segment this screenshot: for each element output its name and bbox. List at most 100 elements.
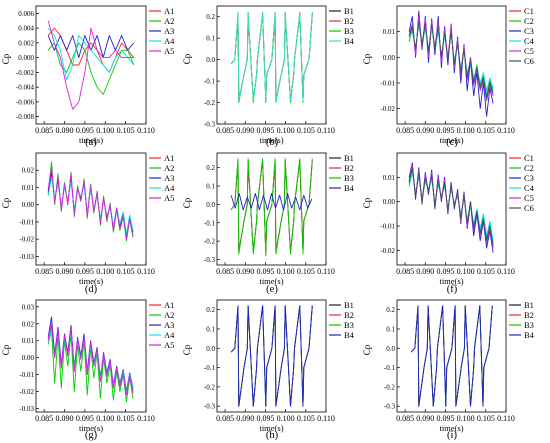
legend-label: B1	[344, 300, 354, 310]
y-tick-label: -0.3	[204, 256, 216, 264]
x-axis-title: time(s)	[439, 423, 463, 433]
legend-label: A4	[164, 330, 175, 340]
y-tick-label: -0.1	[204, 78, 216, 86]
legend-label: B2	[344, 16, 354, 26]
x-tick-label: 0.105	[297, 414, 315, 423]
x-tick-label: 0.095	[76, 126, 94, 135]
y-tick-label: 0.002	[18, 39, 34, 47]
x-axis-title: time(s)	[439, 135, 463, 145]
chart-panel: 0.085 0.090 0.095 0.100 0.105 0.110 -0.3 -0.2 -0…	[182, 299, 355, 441]
y-axis-title: Cp	[182, 344, 192, 355]
series-line	[230, 14, 313, 101]
y-tick-label: 0.0	[386, 345, 395, 353]
panel-caption: (i)	[447, 430, 457, 441]
y-axis-title: Cp	[362, 53, 372, 64]
chart-panel: 0.085 0.090 0.095 0.100 0.105 0.110 -0.02 -0.01…	[362, 5, 535, 148]
x-tick-label: 0.105	[297, 126, 315, 135]
axes-frame	[396, 152, 507, 266]
x-tick-label: 0.085	[35, 126, 53, 135]
chart-panel: 0.085 0.090 0.095 0.100 0.105 0.110 -0.03 -0.02…	[1, 299, 175, 441]
x-tick-label: 0.110	[137, 126, 155, 135]
legend-label: C2	[524, 163, 534, 173]
y-axis-title: Cp	[182, 197, 192, 208]
y-tick-label: 0.000	[18, 54, 34, 62]
legend-label: B1	[344, 6, 354, 16]
x-tick-label: 0.100	[457, 414, 475, 423]
legend-label: A5	[164, 46, 174, 56]
legend-label: A4	[164, 183, 175, 193]
legend-label: C5	[524, 46, 534, 56]
x-tick-label: 0.090	[416, 414, 434, 423]
x-tick-label: 0.085	[396, 414, 414, 423]
legend-label: B3	[344, 173, 354, 183]
y-tick-label: 0.2	[386, 306, 395, 314]
series-line	[408, 20, 494, 99]
y-tick-label: -0.002	[16, 69, 35, 77]
chart-panel: 0.085 0.090 0.095 0.100 0.105 0.110 -0.03 -0.02…	[1, 152, 175, 295]
legend-label: B4	[344, 183, 355, 193]
panel-caption: (f)	[447, 284, 458, 295]
panel-caption: (d)	[85, 284, 98, 295]
y-tick-label: 0.00	[22, 201, 35, 209]
y-tick-label: 0.2	[206, 164, 215, 172]
x-tick-label: 0.110	[317, 267, 335, 276]
legend-label: A5	[164, 340, 174, 350]
x-tick-label: 0.095	[436, 126, 454, 135]
x-tick-label: 0.085	[396, 267, 414, 276]
y-tick-label: -0.006	[16, 98, 35, 106]
y-tick-label: -0.2	[384, 383, 396, 391]
legend-label: B4	[344, 330, 355, 340]
y-tick-label: -0.01	[19, 371, 34, 379]
axes-frame	[396, 5, 507, 125]
x-tick-label: 0.100	[96, 126, 114, 135]
legend-label: A1	[164, 6, 174, 16]
axes-frame	[216, 5, 327, 125]
x-axis-title: time(s)	[79, 135, 103, 145]
x-tick-label: 0.110	[137, 267, 155, 276]
series-line	[47, 323, 134, 396]
x-tick-label: 0.105	[477, 126, 495, 135]
x-tick-label: 0.090	[236, 267, 254, 276]
x-tick-label: 0.105	[117, 267, 135, 276]
y-tick-label: 0.1	[206, 35, 215, 43]
legend-label: C1	[524, 6, 534, 16]
panel-caption: (h)	[266, 430, 279, 441]
x-tick-label: 0.085	[35, 414, 53, 423]
x-tick-label: 0.105	[117, 414, 135, 423]
x-tick-label: 0.100	[96, 414, 114, 423]
legend-label: B1	[344, 153, 354, 163]
legend-label: B3	[524, 320, 534, 330]
y-tick-label: 0.1	[206, 325, 215, 333]
legend-label: C6	[524, 56, 534, 66]
x-tick-label: 0.095	[256, 267, 274, 276]
y-axis-title: Cp	[362, 344, 372, 355]
y-tick-label: -0.004	[16, 84, 35, 92]
x-axis-title: time(s)	[439, 276, 463, 286]
y-tick-label: -0.01	[380, 79, 395, 87]
x-tick-label: 0.090	[416, 126, 434, 135]
x-tick-label: 0.090	[56, 126, 74, 135]
panel-caption: (e)	[266, 284, 278, 295]
series-line	[410, 305, 493, 407]
y-tick-label: -0.1	[204, 219, 216, 227]
chart-panel: 0.085 0.090 0.095 0.100 0.105 0.110 -0.3 -0.2 -0…	[182, 5, 355, 148]
y-tick-label: 0.00	[22, 354, 35, 362]
legend-label: A1	[164, 300, 174, 310]
series-line	[230, 305, 313, 407]
y-tick-label: -0.03	[19, 405, 34, 413]
x-tick-label: 0.105	[297, 267, 315, 276]
series-line	[47, 27, 135, 81]
y-tick-label: -0.1	[384, 364, 396, 372]
x-axis-title: time(s)	[79, 276, 103, 286]
legend-label: B2	[344, 310, 354, 320]
legend-label: A5	[164, 193, 174, 203]
x-tick-label: 0.090	[56, 414, 74, 423]
chart-panel: 0.085 0.090 0.095 0.100 0.105 0.110 -0.02 -0.01…	[362, 152, 535, 295]
x-tick-label: 0.110	[137, 414, 155, 423]
legend-label: B3	[344, 320, 354, 330]
x-tick-label: 0.085	[396, 126, 414, 135]
x-tick-label: 0.100	[277, 267, 295, 276]
y-tick-label: 0.2	[206, 306, 215, 314]
y-tick-label: -0.3	[204, 403, 216, 411]
